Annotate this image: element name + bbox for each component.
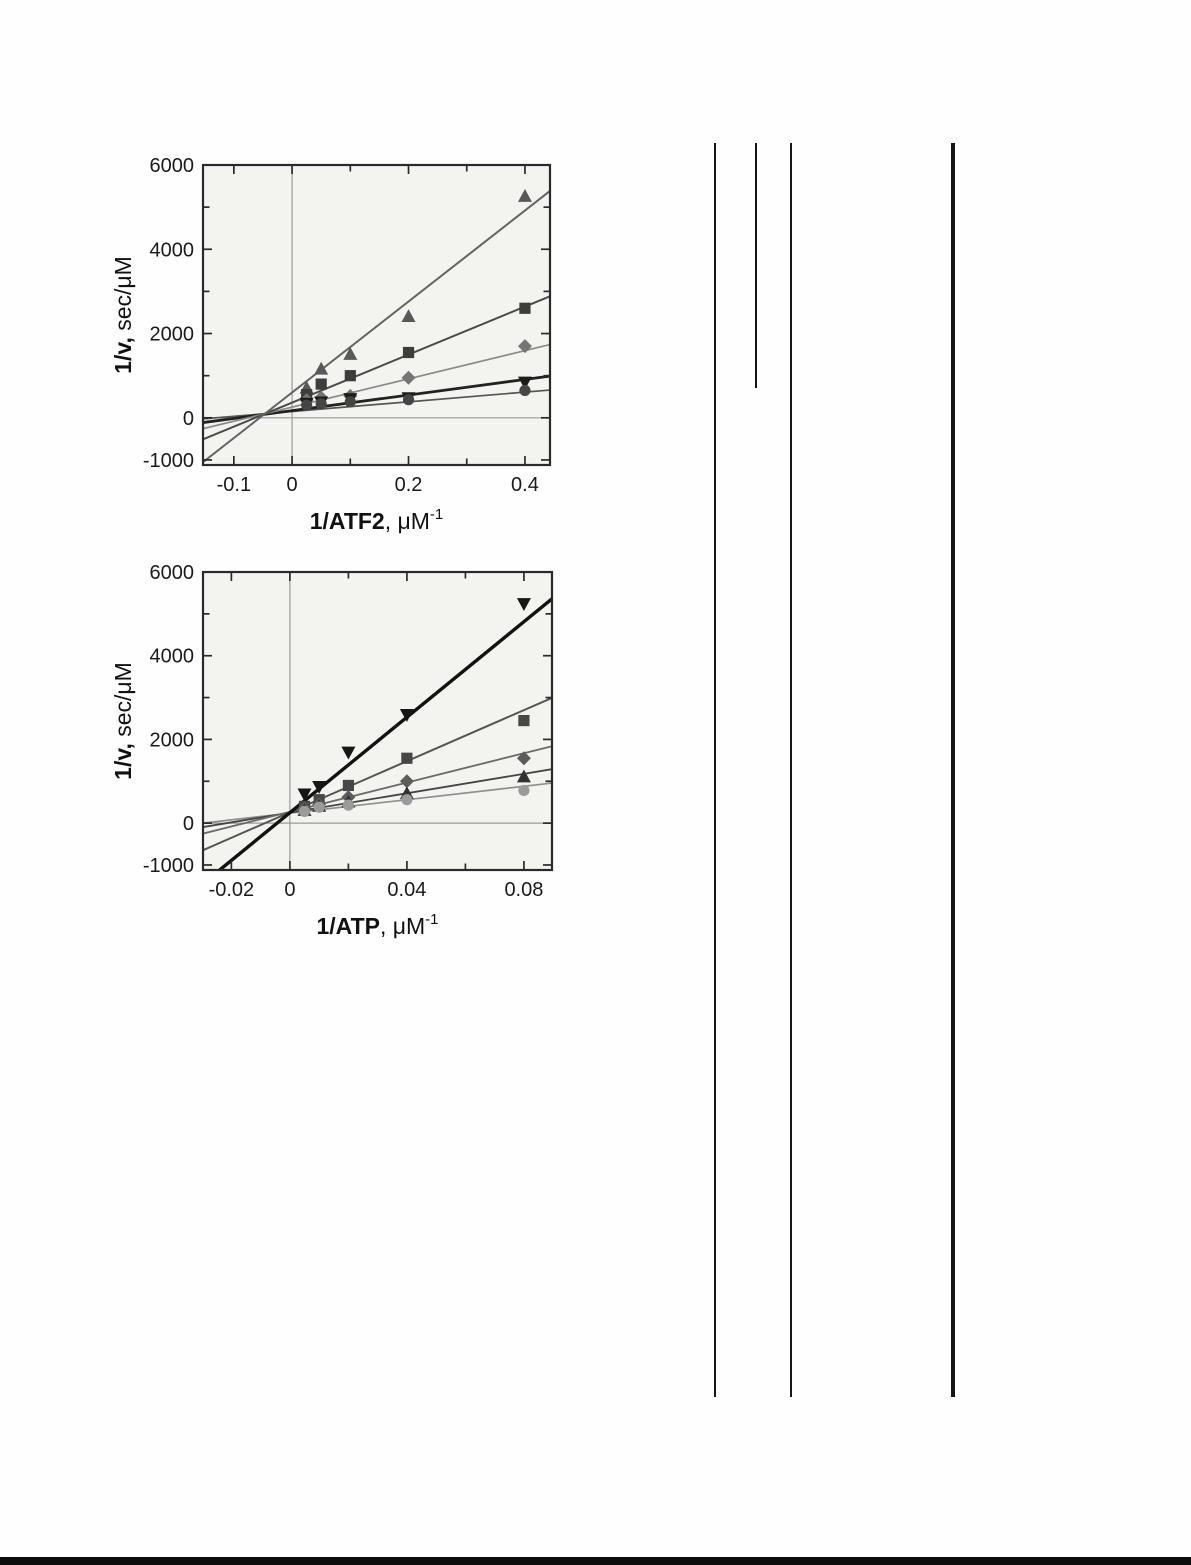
square-marker: [519, 302, 531, 314]
y-tick-label: 2000: [150, 324, 195, 346]
square-marker: [402, 346, 415, 359]
x-tick-label: -0.02: [209, 879, 255, 901]
plot-area: [203, 165, 550, 465]
fit-lines: [203, 190, 550, 463]
x-tick-label: 0.04: [387, 879, 426, 901]
series-triangle-down: [297, 598, 531, 802]
tick-labels: -0.02 0 0.04 0.08 -1000 0 2000 4000 6000: [143, 562, 544, 901]
plot-frame: [201, 570, 554, 872]
circle-marker: [344, 396, 356, 408]
x-tick-label: 0: [287, 474, 298, 496]
y-tick-label: 6000: [150, 155, 195, 177]
lineweaver-burk-plot-atf2: -0.1 0 0.2 0.4 -1000 0 2000 4000 6000 1/ATF2, μM-…: [90, 135, 590, 547]
table-rule-1: [714, 143, 716, 1397]
y-tick-label: 4000: [150, 239, 195, 261]
square-marker: [344, 370, 356, 382]
series-circle: [301, 384, 531, 411]
square-marker: [401, 752, 413, 764]
circle-marker: [298, 805, 311, 818]
triangle-down-marker: [517, 376, 532, 390]
diamond-series-fit-line: [203, 745, 552, 835]
table-rule-4-thick: [951, 143, 955, 1397]
circle-marker: [301, 399, 313, 411]
circle-marker: [313, 801, 325, 813]
atp-chart-canvas: -0.02 0 0.04 0.08 -1000 0 2000 4000 6000 1/ATP, μ…: [110, 562, 554, 939]
y-tick-label: 2000: [150, 729, 195, 751]
triangle-up-series-fit-line: [203, 190, 550, 463]
axis-ticks: [204, 164, 549, 464]
plot-area: [203, 572, 552, 870]
plot-frame: [201, 163, 552, 467]
square-series-fit-line: [203, 295, 550, 441]
x-tick-label: 0: [284, 879, 295, 901]
page-bottom-edge: [0, 1557, 1191, 1565]
diamond-marker: [399, 774, 414, 789]
table-rule-3: [790, 143, 792, 1397]
y-tick-label: 0: [183, 813, 194, 835]
circle-marker: [518, 784, 530, 797]
fit-lines: [203, 597, 552, 870]
lineweaver-burk-plot-atp: -0.02 0 0.04 0.08 -1000 0 2000 4000 6000 1/ATP, μ…: [90, 540, 590, 972]
triangle-down-marker: [399, 708, 414, 722]
triangle-down-series-fit-line: [218, 597, 552, 870]
circle-marker: [342, 799, 354, 811]
circle-marker: [401, 794, 413, 806]
tick-labels: -0.1 0 0.2 0.4 -1000 0 2000 4000 6000: [143, 155, 539, 496]
triangle-up-marker: [516, 769, 531, 783]
axis-ticks: [204, 571, 551, 869]
triangle-down-marker: [341, 746, 356, 760]
triangle-up-marker: [517, 189, 532, 202]
x-tick-label: -0.1: [217, 474, 251, 496]
y-tick-label: 0: [183, 408, 194, 430]
square-marker: [315, 378, 327, 390]
table-rule-2: [755, 143, 757, 388]
series-triangle-up: [299, 189, 532, 394]
square-marker: [518, 714, 530, 727]
series-circle: [298, 784, 530, 818]
x-tick-label: 0.2: [395, 474, 423, 496]
y-axis-label: 1/v, sec/μM: [110, 662, 136, 780]
triangle-up-marker: [314, 361, 329, 375]
triangle-up-marker: [343, 347, 358, 360]
y-axis-label: 1/v, sec/μM: [110, 256, 136, 374]
circle-marker: [402, 394, 415, 406]
square-marker: [342, 779, 354, 792]
diamond-marker: [401, 370, 416, 385]
x-axis-label: 1/ATP, μM-1: [316, 911, 438, 939]
circle-marker: [315, 398, 327, 410]
y-tick-label: 6000: [150, 562, 195, 584]
triangle-down-marker: [297, 788, 312, 802]
diamond-marker: [517, 339, 532, 354]
x-tick-label: 0.4: [511, 474, 539, 496]
triangle-down-marker: [516, 598, 531, 611]
circle-series-fit-line: [203, 782, 552, 824]
triangle-up-marker: [401, 309, 416, 323]
x-axis-label: 1/ATF2, μM-1: [310, 506, 444, 534]
y-tick-label: -1000: [143, 450, 194, 472]
diamond-marker: [516, 751, 531, 766]
circle-marker: [519, 384, 531, 397]
x-tick-label: 0.08: [504, 879, 543, 901]
y-tick-label: 4000: [150, 646, 195, 668]
atf2-chart-canvas: -0.1 0 0.2 0.4 -1000 0 2000 4000 6000 1/ATF2, μM-…: [110, 155, 552, 534]
triangle-down-marker: [312, 780, 327, 794]
square-series-fit-line: [203, 696, 552, 852]
triangle-up-series-fit-line: [203, 768, 552, 828]
y-tick-label: -1000: [143, 855, 194, 877]
zero-reference-lines: [203, 572, 552, 870]
